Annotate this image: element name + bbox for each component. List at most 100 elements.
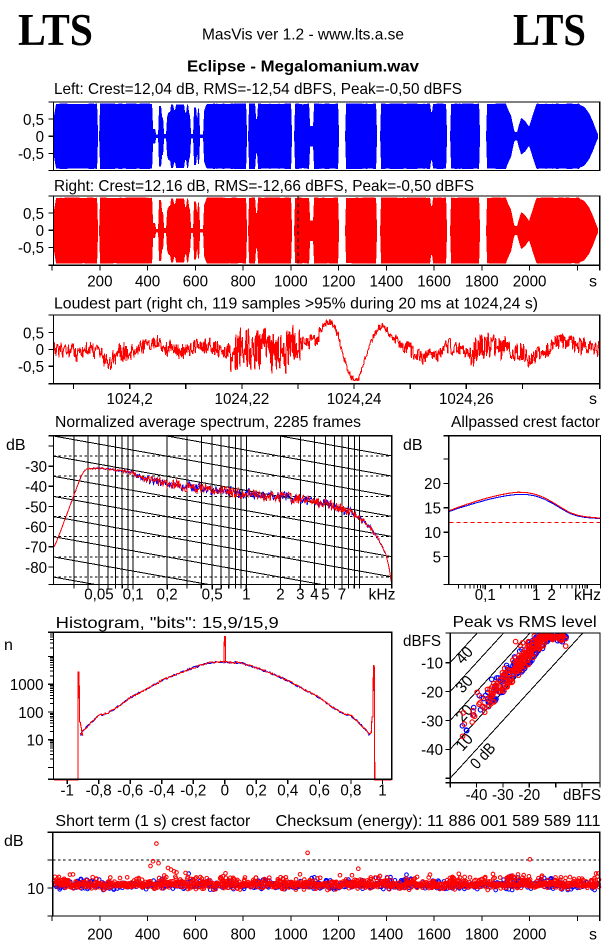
svg-text:0: 0 xyxy=(221,783,230,800)
svg-text:s: s xyxy=(589,274,597,291)
svg-text:2000: 2000 xyxy=(513,926,547,943)
svg-text:-20: -20 xyxy=(518,787,540,804)
svg-text:MasVis ver 1.2 - www.lts.a.se: MasVis ver 1.2 - www.lts.a.se xyxy=(202,26,404,43)
svg-text:200: 200 xyxy=(87,274,112,291)
svg-text:LTS: LTS xyxy=(513,4,586,55)
svg-text:-10: -10 xyxy=(421,656,443,673)
svg-text:0,1: 0,1 xyxy=(123,587,144,604)
svg-text:-0,5: -0,5 xyxy=(18,146,44,163)
svg-text:Normalized average spectrum, 2: Normalized average spectrum, 2285 frames xyxy=(55,414,361,431)
svg-text:1800: 1800 xyxy=(465,926,499,943)
svg-text:1200: 1200 xyxy=(322,274,356,291)
svg-text:Left: Crest=12,04 dB, RMS=-12,: Left: Crest=12,04 dB, RMS=-12,54 dBFS, P… xyxy=(54,81,462,98)
svg-text:1024,2: 1024,2 xyxy=(107,391,153,408)
svg-text:0,2: 0,2 xyxy=(157,587,178,604)
svg-text:2: 2 xyxy=(547,587,556,604)
svg-text:Checksum (energy): 11 886 001: Checksum (energy): 11 886 001 589 589 11… xyxy=(276,813,601,830)
svg-text:0: 0 xyxy=(36,342,45,359)
svg-text:1: 1 xyxy=(532,587,541,604)
svg-text:1024,22: 1024,22 xyxy=(215,391,270,408)
svg-text:20: 20 xyxy=(424,476,441,493)
svg-text:800: 800 xyxy=(230,926,255,943)
svg-text:LTS: LTS xyxy=(18,4,93,55)
svg-text:-30: -30 xyxy=(421,713,443,730)
svg-text:1600: 1600 xyxy=(417,926,451,943)
svg-text:-30: -30 xyxy=(25,459,47,476)
svg-text:dB: dB xyxy=(403,437,423,454)
svg-text:-40: -40 xyxy=(25,479,47,496)
svg-text:kHz: kHz xyxy=(574,587,601,604)
svg-text:Histogram, "bits": 15,9/15,9: Histogram, "bits": 15,9/15,9 xyxy=(56,615,279,632)
svg-text:1024,24: 1024,24 xyxy=(327,391,382,408)
svg-text:0,5: 0,5 xyxy=(23,325,44,342)
svg-text:1: 1 xyxy=(378,783,387,800)
svg-text:dB: dB xyxy=(6,437,26,454)
svg-text:1000: 1000 xyxy=(274,274,308,291)
svg-text:15: 15 xyxy=(424,501,441,518)
svg-text:5: 5 xyxy=(321,587,330,604)
svg-text:Eclipse - Megalomanium.wav: Eclipse - Megalomanium.wav xyxy=(187,59,419,76)
svg-text:-80: -80 xyxy=(25,560,47,577)
svg-text:0,4: 0,4 xyxy=(277,783,298,800)
svg-text:-30: -30 xyxy=(492,787,514,804)
svg-text:dBFS: dBFS xyxy=(403,633,441,650)
svg-text:10: 10 xyxy=(27,733,44,750)
svg-text:Allpassed crest factor: Allpassed crest factor xyxy=(451,414,601,431)
svg-text:n: n xyxy=(4,637,13,654)
svg-text:0: 0 xyxy=(36,129,45,146)
svg-text:1400: 1400 xyxy=(370,926,404,943)
svg-text:1200: 1200 xyxy=(322,926,356,943)
svg-text:-0,2: -0,2 xyxy=(180,783,206,800)
svg-text:-0,4: -0,4 xyxy=(149,783,175,800)
svg-text:-20: -20 xyxy=(421,684,443,701)
svg-text:dBFS: dBFS xyxy=(563,787,601,804)
svg-text:0,8: 0,8 xyxy=(340,783,361,800)
svg-text:Loudest part (right ch, 119 sa: Loudest part (right ch, 119 samples >95%… xyxy=(54,296,538,313)
svg-text:Right: Crest=12,16 dB, RMS=-12: Right: Crest=12,16 dB, RMS=-12,66 dBFS, … xyxy=(54,178,474,195)
svg-text:1: 1 xyxy=(242,587,251,604)
svg-text:-0,5: -0,5 xyxy=(18,240,44,257)
svg-text:0,5: 0,5 xyxy=(23,206,44,223)
svg-text:1800: 1800 xyxy=(465,274,499,291)
svg-text:-1: -1 xyxy=(60,783,74,800)
svg-text:0,5: 0,5 xyxy=(23,112,44,129)
svg-text:2000: 2000 xyxy=(513,274,547,291)
svg-text:-50: -50 xyxy=(25,499,47,516)
svg-text:2: 2 xyxy=(276,587,285,604)
svg-text:-0,5: -0,5 xyxy=(18,359,44,376)
svg-text:-40: -40 xyxy=(466,787,488,804)
svg-text:3: 3 xyxy=(296,587,305,604)
svg-text:0,1: 0,1 xyxy=(475,587,496,604)
svg-text:400: 400 xyxy=(135,274,160,291)
svg-text:dB: dB xyxy=(4,833,24,850)
svg-text:kHz: kHz xyxy=(369,587,396,604)
svg-text:0,05: 0,05 xyxy=(84,587,114,604)
svg-text:600: 600 xyxy=(183,926,208,943)
svg-text:-40: -40 xyxy=(421,742,443,759)
svg-text:Peak vs RMS level: Peak vs RMS level xyxy=(453,614,597,631)
svg-text:10: 10 xyxy=(27,881,44,898)
svg-text:-70: -70 xyxy=(25,540,47,557)
svg-text:400: 400 xyxy=(135,926,160,943)
svg-text:7: 7 xyxy=(338,587,347,604)
svg-text:1600: 1600 xyxy=(417,274,451,291)
svg-text:-0,6: -0,6 xyxy=(117,783,143,800)
svg-text:-0,8: -0,8 xyxy=(86,783,112,800)
svg-text:s: s xyxy=(589,391,597,408)
svg-text:10: 10 xyxy=(424,525,441,542)
svg-text:1000: 1000 xyxy=(274,926,308,943)
svg-text:4: 4 xyxy=(310,587,319,604)
svg-text:800: 800 xyxy=(230,274,255,291)
svg-text:5: 5 xyxy=(433,549,442,566)
svg-text:s: s xyxy=(589,926,597,943)
svg-text:0,5: 0,5 xyxy=(202,587,223,604)
svg-text:Short term (1 s) crest factor: Short term (1 s) crest factor xyxy=(55,813,251,830)
svg-text:1000: 1000 xyxy=(10,677,44,694)
svg-text:100: 100 xyxy=(18,705,43,722)
svg-text:0,2: 0,2 xyxy=(246,783,267,800)
svg-text:1024,26: 1024,26 xyxy=(439,391,494,408)
svg-text:0: 0 xyxy=(36,223,45,240)
svg-text:-60: -60 xyxy=(25,519,47,536)
svg-text:600: 600 xyxy=(183,274,208,291)
svg-text:1400: 1400 xyxy=(370,274,404,291)
